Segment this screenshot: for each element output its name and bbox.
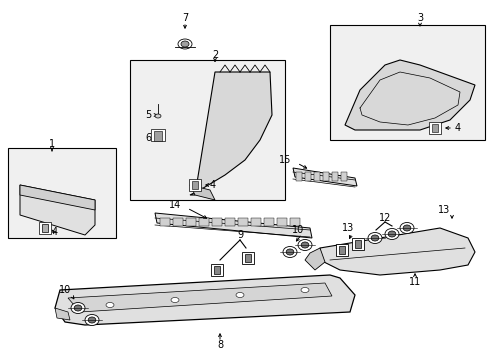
Bar [173,218,183,226]
Ellipse shape [367,233,381,243]
Text: 13: 13 [341,223,353,233]
Polygon shape [292,168,356,186]
Ellipse shape [85,315,99,325]
Text: 12: 12 [378,213,390,223]
Bar [264,218,273,226]
Ellipse shape [155,114,161,118]
Polygon shape [345,60,474,130]
Bar [199,218,208,226]
Text: 4: 4 [52,227,58,237]
Bar [39,222,51,234]
Bar [289,218,299,226]
Ellipse shape [181,41,189,47]
Bar [276,218,286,226]
Bar [238,218,247,226]
Polygon shape [20,185,95,235]
Bar [340,172,346,181]
Text: 4: 4 [209,180,216,190]
Bar [185,218,196,226]
Ellipse shape [370,235,378,241]
Text: 6: 6 [144,133,151,143]
Text: 9: 9 [237,230,243,240]
Bar [244,254,250,262]
Text: 13: 13 [437,205,449,215]
Polygon shape [319,228,474,275]
Text: 8: 8 [217,340,223,350]
Bar [351,238,363,250]
Ellipse shape [178,39,192,49]
Bar [329,25,484,140]
Bar [212,218,222,226]
Ellipse shape [283,247,296,257]
Polygon shape [305,248,325,270]
Bar [154,131,162,141]
Bar [224,218,235,226]
Bar [242,252,253,264]
Text: 10: 10 [59,285,71,295]
Ellipse shape [402,225,410,231]
Bar [305,172,310,181]
Polygon shape [190,185,215,200]
Polygon shape [55,275,354,325]
Text: 10: 10 [291,225,304,235]
Bar [8,148,116,238]
Ellipse shape [88,317,96,323]
Ellipse shape [171,297,179,302]
Bar [313,172,319,181]
Text: 1: 1 [49,139,55,149]
Ellipse shape [301,288,308,292]
Bar [214,266,220,274]
Polygon shape [155,213,311,238]
Ellipse shape [285,249,293,255]
Ellipse shape [236,292,244,297]
Polygon shape [55,308,70,320]
Text: 11: 11 [408,277,420,287]
Bar [130,60,285,200]
Ellipse shape [71,302,85,314]
Ellipse shape [384,229,398,239]
Bar [323,172,328,181]
Ellipse shape [399,222,413,234]
Bar [338,246,345,254]
Ellipse shape [387,231,395,237]
Bar [42,224,48,232]
Ellipse shape [106,302,114,307]
Ellipse shape [74,305,81,311]
Polygon shape [20,185,95,210]
Text: 5: 5 [144,110,151,120]
Bar [250,218,261,226]
Bar [335,244,347,256]
Bar [354,240,360,248]
Bar [151,129,164,141]
Text: 15: 15 [278,155,290,165]
Bar [331,172,337,181]
Bar [210,264,223,276]
Ellipse shape [301,242,308,248]
Ellipse shape [297,239,311,251]
Polygon shape [190,72,271,195]
Bar [189,179,201,191]
Bar [295,172,302,181]
Bar [431,124,437,132]
Text: 2: 2 [211,50,218,60]
Bar [192,181,198,189]
Text: 7: 7 [182,13,188,23]
Polygon shape [68,283,331,312]
Bar [428,122,440,134]
Text: 3: 3 [416,13,422,23]
Text: 4: 4 [454,123,460,133]
Text: 14: 14 [168,200,181,210]
Bar [160,218,170,226]
